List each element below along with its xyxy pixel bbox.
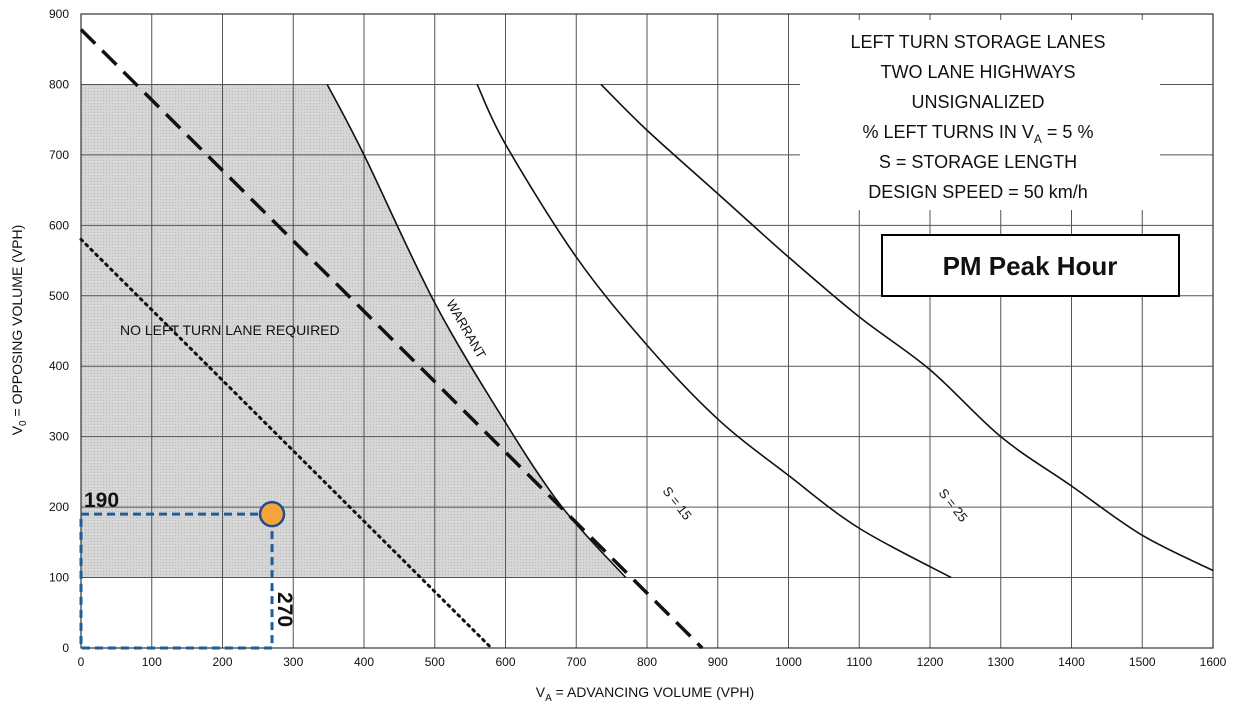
- region-label: NO LEFT TURN LANE REQUIRED: [120, 322, 340, 338]
- callout-y-value: 190: [84, 489, 119, 512]
- s25-curve-label: S = 25: [936, 486, 971, 525]
- x-tick-label-1300: 1300: [987, 655, 1014, 669]
- chart-info-block: LEFT TURN STORAGE LANES TWO LANE HIGHWAY…: [850, 32, 1105, 202]
- y-tick-label-300: 300: [49, 430, 69, 444]
- x-axis-title: VA = ADVANCING VOLUME (VPH): [536, 684, 754, 704]
- info-line-2: TWO LANE HIGHWAYS: [880, 62, 1075, 82]
- info-block-bg: [800, 20, 1160, 210]
- guide-box: [79, 512, 274, 650]
- info-line-6: DESIGN SPEED = 50 km/h: [868, 182, 1088, 202]
- x-tick-label-1400: 1400: [1058, 655, 1085, 669]
- y-tick-label-800: 800: [49, 77, 69, 91]
- x-tick-label-400: 400: [354, 655, 374, 669]
- info-line-1: LEFT TURN STORAGE LANES: [850, 32, 1105, 52]
- tick-label-layer: 0 100 200 300 400 500 600 700 800 900 1000 1100 1200…: [49, 7, 1227, 669]
- grid-layer: [80, 13, 1214, 649]
- x-tick-label-1500: 1500: [1129, 655, 1156, 669]
- x-tick-label-0: 0: [78, 655, 85, 669]
- x-tick-label-300: 300: [283, 655, 303, 669]
- plot-frame: [80, 13, 1214, 649]
- y-tick-label-0: 0: [62, 641, 69, 655]
- s15-curve-label: S = 15: [660, 484, 695, 523]
- x-tick-label-800: 800: [637, 655, 657, 669]
- x-tick-label-600: 600: [495, 655, 515, 669]
- series-line-1: [79, 28, 704, 650]
- x-tick-label-100: 100: [142, 655, 162, 669]
- no-left-turn-region: [81, 84, 626, 578]
- marker-layer: [258, 500, 286, 528]
- x-tick-label-1000: 1000: [775, 655, 802, 669]
- data-point-marker: [258, 500, 286, 528]
- y-tick-label-500: 500: [49, 289, 69, 303]
- x-tick-label-1600: 1600: [1200, 655, 1227, 669]
- y-tick-label-600: 600: [49, 218, 69, 232]
- y-tick-label-900: 900: [49, 7, 69, 21]
- x-tick-label-700: 700: [566, 655, 586, 669]
- shaded-region-layer: [81, 84, 626, 578]
- badge-label: PM Peak Hour: [943, 251, 1118, 281]
- info-line-5: S = STORAGE LENGTH: [879, 152, 1077, 172]
- guide-layer: [79, 512, 274, 650]
- y-tick-label-100: 100: [49, 571, 69, 585]
- x-tick-label-500: 500: [425, 655, 445, 669]
- x-tick-label-1200: 1200: [917, 655, 944, 669]
- callout-x-value: 270: [273, 592, 296, 627]
- y-tick-label-400: 400: [49, 359, 69, 373]
- series-line-3: [476, 84, 952, 579]
- pm-peak-hour-badge: PM Peak Hour: [881, 234, 1180, 297]
- y-axis-title: V0 = OPPOSING VOLUME (VPH): [9, 225, 29, 436]
- curve-layer: [79, 28, 1214, 650]
- y-tick-label-700: 700: [49, 148, 69, 162]
- x-tick-label-900: 900: [708, 655, 728, 669]
- x-tick-label-1100: 1100: [846, 655, 872, 669]
- info-line-3: UNSIGNALIZED: [911, 92, 1044, 112]
- series-line-2: [79, 237, 493, 650]
- info-line-4: % LEFT TURNS IN VA = 5 %: [863, 122, 1094, 146]
- y-tick-label-200: 200: [49, 500, 69, 514]
- series-line-4: [600, 83, 1214, 572]
- x-tick-label-200: 200: [212, 655, 232, 669]
